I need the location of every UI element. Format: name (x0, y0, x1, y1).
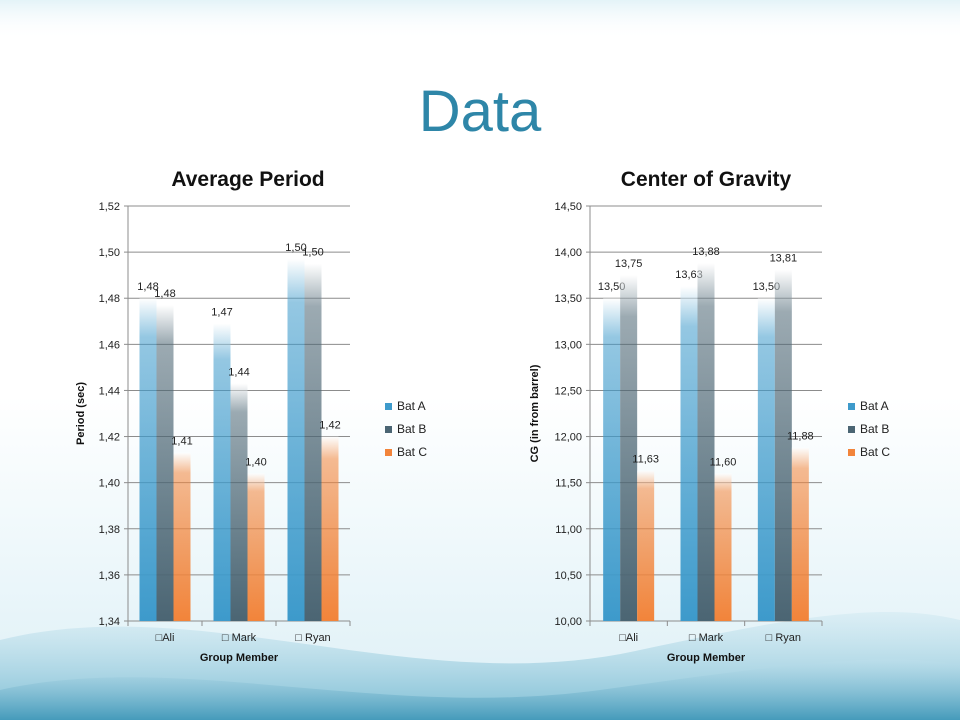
y-tick-label: 1,34 (99, 616, 120, 628)
chart-center-of-gravity: Center of Gravity 10,00 10,50 11,00 11,50 12,… (529, 168, 890, 664)
bar-bat-b (620, 275, 638, 621)
data-label: 13,81 (770, 253, 798, 265)
legend-swatch (385, 403, 392, 410)
legend-swatch (848, 449, 855, 456)
bar-bat-a (139, 298, 157, 621)
bar-bat-b (156, 305, 174, 621)
y-tick-label: 12,00 (554, 432, 582, 444)
bar-bat-c (321, 436, 339, 621)
bar-bat-c (791, 447, 809, 621)
y-tick-label: 1,44 (99, 385, 120, 397)
x-tick-label: □ Ryan (766, 632, 801, 644)
y-tick-label: 13,50 (554, 293, 582, 305)
x-tick-label: □ Mark (222, 632, 257, 644)
y-tick-label: 10,50 (554, 570, 582, 582)
data-label: 1,44 (228, 367, 249, 379)
legend-swatch (848, 426, 855, 433)
chart-title: Center of Gravity (621, 168, 792, 191)
legend-swatch (385, 449, 392, 456)
bar-bat-c (173, 452, 191, 621)
bar-bat-b (697, 263, 715, 621)
bar-bat-c (247, 473, 265, 621)
y-tick-label: 1,50 (99, 247, 120, 259)
data-label: 13,63 (675, 269, 703, 281)
x-tick-label: □ Ryan (295, 632, 330, 644)
legend-label: Bat C (860, 445, 890, 459)
y-tick-label: 14,50 (554, 201, 582, 213)
legend-label: Bat B (397, 422, 426, 436)
y-axis-title: Period (sec) (75, 382, 87, 445)
x-axis-title: Group Member (667, 652, 746, 664)
y-tick-label: 1,38 (99, 524, 120, 536)
y-tick-label: 11,50 (555, 478, 582, 490)
x-axis-title: Group Member (200, 652, 279, 664)
data-label: 11,60 (710, 456, 737, 468)
data-label: 1,48 (137, 281, 158, 293)
legend-label: Bat A (397, 399, 426, 413)
chart-title: Average Period (171, 168, 324, 191)
y-tick-label: 1,42 (99, 432, 120, 444)
bar-bat-a (757, 298, 775, 621)
bar-bat-a (680, 286, 698, 621)
bar-bat-c (637, 470, 655, 621)
data-label: 13,75 (615, 258, 643, 270)
data-label: 1,40 (245, 456, 266, 468)
y-tick-label: 13,00 (554, 339, 582, 351)
bar-bat-c (714, 473, 732, 621)
y-tick-label: 1,40 (99, 478, 120, 490)
bar-bat-b (774, 269, 792, 621)
data-label: 1,42 (319, 420, 340, 432)
y-tick-label: 10,00 (554, 616, 582, 628)
bar-bat-a (287, 259, 305, 621)
data-label: 1,50 (285, 242, 306, 254)
y-axis-title: CG (in from barrel) (529, 364, 541, 462)
slide-title: Data (418, 79, 542, 144)
y-tick-label: 1,36 (99, 570, 120, 582)
data-label: 1,41 (171, 436, 192, 448)
legend-label: Bat B (860, 422, 889, 436)
data-label: 1,48 (154, 288, 175, 300)
bar-bat-a (213, 323, 231, 621)
legend-swatch (385, 426, 392, 433)
y-tick-label: 1,48 (99, 293, 120, 305)
y-tick-label: 14,00 (554, 247, 582, 259)
y-tick-label: 1,46 (99, 339, 120, 351)
data-label: 1,50 (302, 247, 323, 259)
chart-average-period: Average Period 1,34 1,36 1,38 1,40 1,42 1,44 1,… (75, 168, 427, 664)
bar-bat-a (603, 298, 621, 621)
bar-bat-b (304, 263, 322, 621)
data-label: 11,63 (632, 454, 659, 466)
legend-label: Bat A (860, 399, 889, 413)
x-tick-label: □Ali (156, 632, 175, 644)
data-label: 11,88 (787, 431, 814, 443)
data-label: 13,50 (598, 281, 626, 293)
y-tick-label: 11,00 (555, 524, 582, 536)
legend-swatch (848, 403, 855, 410)
legend-label: Bat C (397, 445, 427, 459)
data-label: 13,50 (753, 281, 781, 293)
data-label: 13,88 (692, 246, 720, 258)
y-tick-label: 1,52 (99, 201, 120, 213)
data-label: 1,47 (211, 307, 232, 319)
y-tick-label: 12,50 (554, 385, 582, 397)
x-tick-label: □Ali (619, 632, 638, 644)
bar-bat-b (230, 383, 248, 621)
x-tick-label: □ Mark (689, 632, 724, 644)
